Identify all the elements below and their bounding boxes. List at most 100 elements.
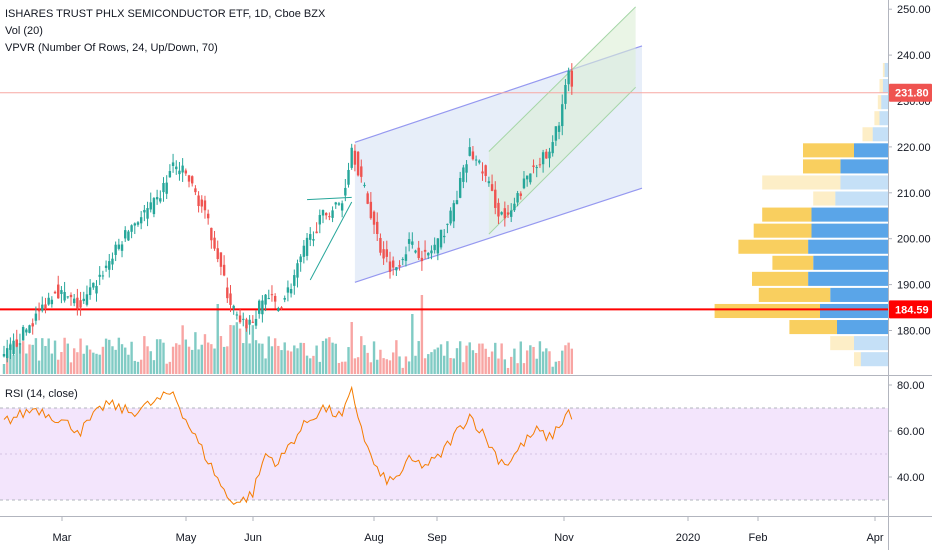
- candle-body: [133, 223, 136, 226]
- candle-body: [545, 151, 548, 159]
- vpvr-row-down: [803, 143, 854, 158]
- volume-bar: [318, 361, 322, 374]
- price-tick-label: 250.00: [897, 4, 931, 16]
- vpvr-row-up: [835, 191, 888, 206]
- candle-body: [15, 339, 18, 347]
- volume-bar: [388, 360, 392, 374]
- candle-body: [532, 165, 535, 167]
- volume-bar: [72, 348, 76, 374]
- volume-bar: [532, 346, 535, 374]
- time-tick-label: Jun: [244, 532, 262, 544]
- volume-bar: [299, 342, 302, 374]
- candle-body: [494, 189, 497, 208]
- volume-bar: [277, 345, 280, 374]
- volume-bar: [420, 295, 424, 374]
- candle-body: [561, 104, 564, 127]
- volume-bar: [146, 346, 149, 374]
- candle-body: [219, 252, 223, 267]
- rsi-legend-wrap: RSI (14, close): [5, 386, 78, 403]
- volume-bar: [554, 361, 558, 374]
- volume-bar: [548, 351, 551, 374]
- candle-body: [37, 310, 41, 312]
- candle-body: [567, 70, 570, 85]
- volume-bar: [245, 325, 248, 374]
- trend-line-top: [307, 196, 352, 201]
- last-price-label: 231.80: [895, 88, 929, 100]
- candle-body: [50, 299, 54, 305]
- price-tick-label: 180.00: [897, 326, 931, 338]
- vpvr-row-up: [808, 271, 888, 286]
- candle-body: [95, 285, 98, 294]
- candle-body: [538, 164, 542, 166]
- candle-body: [318, 215, 322, 225]
- volume-bar: [254, 340, 258, 374]
- candle-body: [299, 256, 302, 263]
- vol-legend[interactable]: Vol (20): [5, 25, 43, 37]
- vpvr-legend[interactable]: VPVR (Number Of Rows, 24, Up/Down, 70): [5, 42, 218, 54]
- candle-body: [69, 294, 73, 298]
- vpvr-row-down: [762, 207, 812, 222]
- volume-bar: [541, 351, 545, 374]
- volume-bar: [328, 337, 331, 374]
- last-price-badge: [889, 83, 932, 102]
- volume-bar: [92, 352, 95, 374]
- candle-body: [251, 321, 255, 323]
- volume-bar: [44, 345, 47, 374]
- vpvr-row-up: [830, 287, 888, 302]
- candle-body: [324, 213, 328, 216]
- candle-body: [120, 244, 124, 251]
- channel-lower-line: [354, 187, 643, 283]
- symbol-title[interactable]: ISHARES TRUST PHLX SEMICONDUCTOR ETF, 1D…: [5, 8, 326, 20]
- candle-body: [245, 319, 248, 329]
- candle-body: [136, 222, 140, 225]
- candle-body: [114, 244, 117, 255]
- vpvr-row-up: [872, 127, 888, 142]
- time-tick-label: Aug: [364, 532, 384, 544]
- vpvr-row-down: [789, 320, 837, 335]
- candle-body: [143, 209, 146, 213]
- volume-bar: [66, 343, 69, 374]
- volume-bar: [25, 353, 28, 374]
- candle-body: [570, 70, 574, 87]
- candle-body: [2, 354, 6, 357]
- candle-body: [104, 265, 108, 268]
- vpvr-row-up: [854, 336, 888, 351]
- candle-body: [171, 162, 175, 166]
- volume-bar: [385, 359, 388, 374]
- volume-bar: [535, 358, 538, 374]
- volume-bar: [34, 338, 38, 374]
- candle-body: [159, 198, 162, 202]
- volume-bar: [468, 342, 471, 374]
- vpvr-row-down: [813, 191, 836, 206]
- time-tick-label: Nov: [554, 532, 574, 544]
- volume-bar: [462, 362, 465, 374]
- volume-bar: [478, 343, 481, 374]
- volume-bar: [31, 344, 34, 374]
- rsi-legend[interactable]: RSI (14, close): [5, 388, 78, 400]
- volume-bar: [162, 342, 165, 374]
- vpvr-row-down: [862, 127, 873, 142]
- candle-body: [146, 208, 149, 219]
- volume-bar: [229, 324, 232, 374]
- price-tick-label: 220.00: [897, 142, 931, 154]
- vpvr-row-up: [884, 62, 888, 78]
- volume-bar: [248, 343, 251, 374]
- volume-bar: [414, 355, 417, 374]
- candle-body: [478, 160, 481, 163]
- volume-bar: [490, 351, 494, 374]
- volume-bar: [69, 362, 73, 374]
- candle-body: [331, 210, 334, 218]
- volume-bar: [37, 360, 41, 374]
- vpvr-row-down: [753, 223, 812, 238]
- volume-bar: [15, 342, 18, 374]
- candle-body: [398, 265, 401, 267]
- candle-body: [130, 225, 133, 232]
- volume-bar: [503, 359, 507, 374]
- candle-body: [379, 237, 382, 253]
- volume-bar: [497, 358, 500, 374]
- volume-bar: [124, 347, 127, 374]
- rsi-tick-label: 40.00: [897, 472, 925, 484]
- volume-bar: [417, 341, 420, 374]
